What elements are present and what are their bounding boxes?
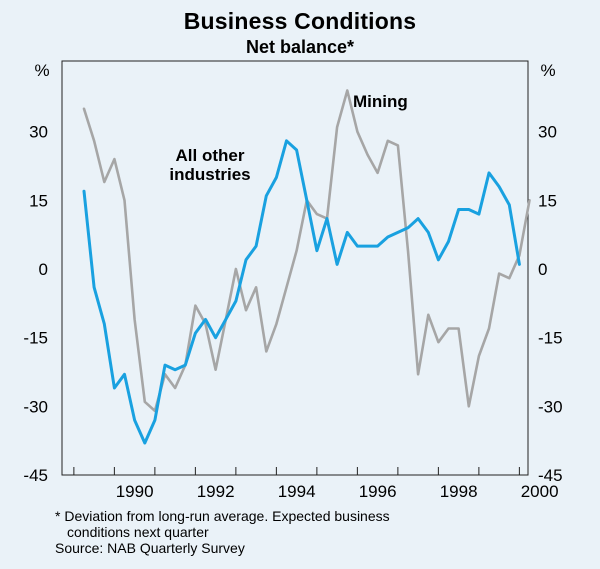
y-unit-right: % (540, 61, 555, 80)
y-tick-label-right: 15 (538, 191, 557, 210)
others-annotation-line2: industries (169, 165, 250, 184)
y-tick-label-right: 0 (538, 260, 547, 279)
y-tick-label-right: -45 (538, 466, 563, 485)
y-tick-label-right: 30 (538, 123, 557, 142)
footnote-line2: conditions next quarter (67, 524, 209, 540)
y-tick-label-left: -15 (23, 329, 48, 348)
x-tick-label: 1994 (278, 482, 316, 501)
series-lines (82, 89, 531, 445)
y-tick-label-left: -45 (23, 466, 48, 485)
x-tick-label: 2000 (521, 482, 559, 501)
chart-subtitle: Net balance* (245, 37, 355, 57)
mining-annotation: Mining (353, 92, 408, 111)
chart-title: Business Conditions (183, 8, 417, 34)
y-tick-labels: 30 30 15 15 0 0 -15 -15 -30 -30 -45 -45 (23, 123, 562, 485)
x-tick-label: 1990 (116, 482, 154, 501)
source-note: Source: NAB Quarterly Survey (55, 540, 245, 556)
y-tick-label-left: 30 (29, 123, 48, 142)
x-ticks: 1990 1992 1994 1996 1998 2000 (73, 467, 559, 501)
y-tick-label-left: 0 (39, 260, 48, 279)
x-tick-label: 1996 (359, 482, 397, 501)
y-tick-label-left: 15 (29, 191, 48, 210)
other-industries-series-line (82, 139, 521, 445)
y-unit-left: % (34, 61, 49, 80)
plot-area (61, 60, 529, 476)
footnote-line1: * Deviation from long-run average. Expec… (55, 508, 390, 524)
x-tick-label: 1992 (197, 482, 235, 501)
x-tick-label: 1998 (440, 482, 478, 501)
y-tick-label-right: -15 (538, 329, 563, 348)
y-tick-label-left: -30 (23, 397, 48, 416)
y-tick-label-right: -30 (538, 397, 563, 416)
others-annotation-line1: All other (176, 146, 245, 165)
